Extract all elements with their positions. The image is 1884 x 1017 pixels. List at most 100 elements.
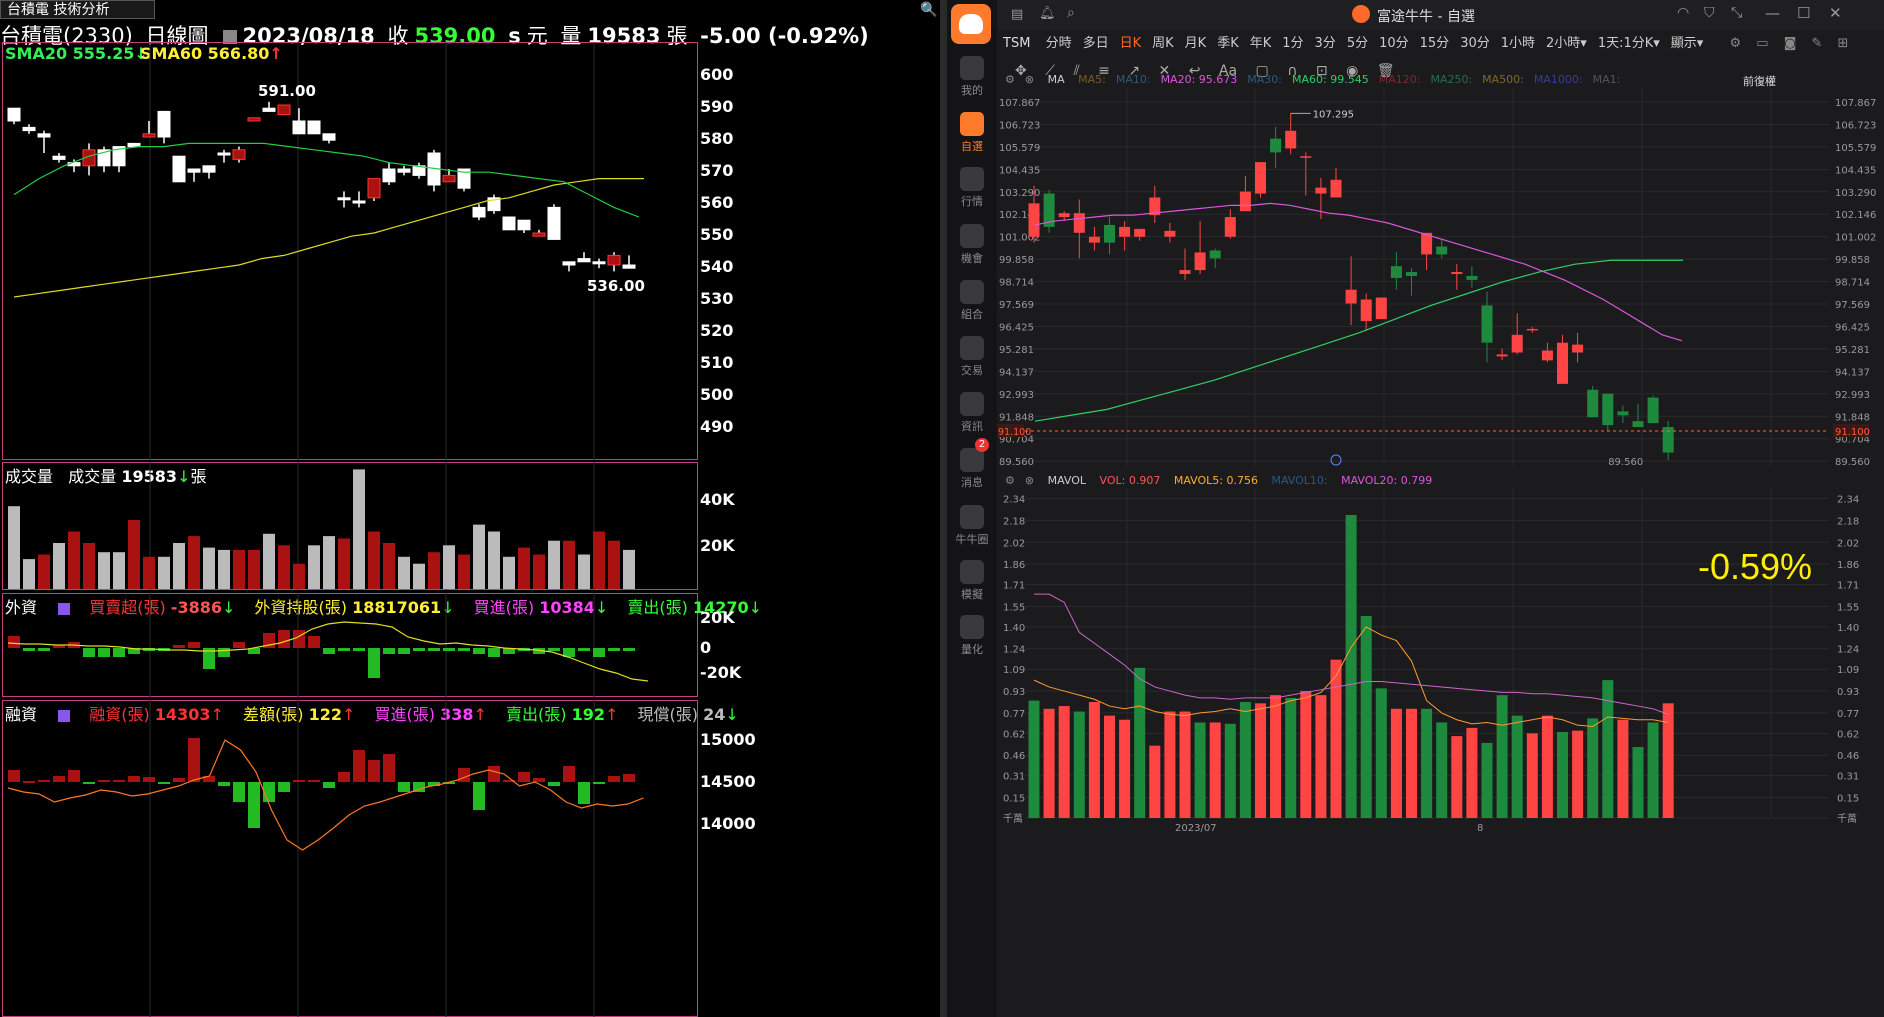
period-tab[interactable]: 10分 xyxy=(1379,36,1409,51)
price-axis-label-right: 103.290 xyxy=(1835,188,1876,199)
volume-panel[interactable] xyxy=(2,462,698,590)
menu-icon[interactable]: ▤ xyxy=(1011,7,1024,22)
ma-item[interactable]: MA1000: xyxy=(1533,73,1583,86)
us-candlestick-chart[interactable]: 107.867 107.867 106.723 106.723 105.579 105.5… xyxy=(997,88,1884,466)
comment-icon[interactable]: ▢ xyxy=(1255,63,1269,79)
volume-bar xyxy=(203,547,215,589)
window-shrink-icon[interactable]: ⤡ xyxy=(1731,5,1743,21)
maximize-icon[interactable]: ☐ xyxy=(1797,4,1811,22)
ma-item[interactable]: MA60: 99.545 xyxy=(1292,73,1369,86)
us-volume-chart[interactable]: 2.34 2.34 2.18 2.18 2.02 2.02 1.86 1.86 1.71 1.71… xyxy=(997,488,1884,834)
settings-icon[interactable]: ⚙ xyxy=(1005,73,1015,86)
headset-icon[interactable]: ◠ xyxy=(1677,5,1690,21)
candle-body xyxy=(622,264,636,269)
foreign-bar xyxy=(203,648,215,669)
arrow-tool-icon[interactable]: ↗ xyxy=(1128,63,1141,79)
fib-icon[interactable]: ≡ xyxy=(1098,63,1110,79)
period-tab[interactable]: 分時 xyxy=(1045,36,1072,51)
period-tab[interactable]: 周K xyxy=(1152,36,1174,51)
channel-icon[interactable]: ⫽ xyxy=(1073,63,1080,79)
period-tab[interactable]: 1分 xyxy=(1282,36,1304,51)
price-axis-label-left: 102.146 xyxy=(999,210,1040,221)
layout-icon[interactable]: ⊞ xyxy=(1837,36,1849,51)
foreign-bar xyxy=(383,648,395,654)
close-icon[interactable]: ✕ xyxy=(1829,4,1842,22)
period-tab[interactable]: 3分 xyxy=(1314,36,1336,51)
volume-bar xyxy=(533,554,545,589)
lock-icon[interactable]: ⊡ xyxy=(1315,63,1328,79)
period-tab[interactable]: 月K xyxy=(1184,36,1207,51)
close-icon[interactable]: ⊗ xyxy=(1024,474,1035,487)
list-icon[interactable] xyxy=(58,602,71,615)
volume-axis-label-left: 0.46 xyxy=(1003,751,1025,762)
margin-bar xyxy=(98,780,110,782)
sidebar-item-2[interactable]: 行情 xyxy=(947,167,997,209)
sidebar-item-3[interactable]: 機會 xyxy=(947,224,997,266)
period-tab[interactable]: 15分 xyxy=(1419,36,1450,51)
adjust-mode[interactable]: 前復權 xyxy=(1743,75,1776,88)
period-tab[interactable]: 季K xyxy=(1217,36,1239,51)
price-axis-label: 570 xyxy=(700,161,734,180)
window-divider[interactable] xyxy=(940,0,947,1017)
window-tab[interactable]: 台積電 技術分析 xyxy=(0,0,155,19)
sidebar-item-10[interactable]: 量化 xyxy=(947,615,997,657)
margin-legend: 融資 融資(張) 14303↑ 差額(張) 122↑ 買進(張) 338↑ 賣出… xyxy=(5,705,739,724)
period-dropdown-icon[interactable] xyxy=(222,30,237,44)
period-tab[interactable]: 日K xyxy=(1119,36,1142,51)
ma-item[interactable]: MA20: 95.673 xyxy=(1160,73,1238,86)
sidebar-item-0[interactable]: 我的 xyxy=(947,56,997,98)
magnet-icon[interactable]: ∩ xyxy=(1287,63,1298,79)
foreign-bar xyxy=(83,648,95,657)
undo-icon[interactable]: ↩ xyxy=(1188,63,1201,79)
minimize-icon[interactable]: — xyxy=(1765,4,1780,22)
eye-icon[interactable]: ◉ xyxy=(1346,63,1359,79)
period-tab[interactable]: 年K xyxy=(1249,36,1272,51)
shirt-icon[interactable]: ⛉ xyxy=(1704,5,1715,21)
zoom-icon[interactable]: 🔍 xyxy=(920,2,938,18)
ma-item[interactable]: MA250: xyxy=(1430,73,1473,86)
text-tool-icon[interactable]: Aa xyxy=(1218,63,1238,79)
nav-icon xyxy=(960,112,984,136)
sidebar-item-4[interactable]: 組合 xyxy=(947,280,997,322)
sidebar-item-9[interactable]: 模擬 xyxy=(947,560,997,602)
sidebar-item-5[interactable]: 交易 xyxy=(947,336,997,378)
period-tab[interactable]: 1小時 xyxy=(1500,36,1536,51)
crosshair-icon[interactable]: ✥ xyxy=(1015,63,1027,79)
bell-icon[interactable]: 🔔︎ xyxy=(1039,6,1056,21)
screen-icon[interactable]: ▭ xyxy=(1756,36,1769,51)
message-badge: 2 xyxy=(975,438,989,452)
period-tab[interactable]: 多日 xyxy=(1082,36,1109,51)
period-tab[interactable]: 1天:1分K▾ xyxy=(1597,36,1660,51)
cross-tool-icon[interactable]: ✕ xyxy=(1158,63,1171,79)
trendline-icon[interactable]: ⟋ xyxy=(1045,63,1055,79)
avatar[interactable] xyxy=(951,4,991,44)
ma-item[interactable]: MA10: xyxy=(1115,73,1151,86)
sidebar-item-8[interactable]: 牛牛圈 xyxy=(947,505,997,547)
list-icon[interactable] xyxy=(58,709,71,722)
ma-item[interactable]: MA5: xyxy=(1078,73,1106,86)
camera-icon[interactable]: ◙ xyxy=(1783,36,1797,51)
trash-icon[interactable]: 🗑︎ xyxy=(1376,63,1395,79)
search-icon[interactable]: ⌕ xyxy=(1067,5,1075,21)
pen-icon[interactable]: ✎ xyxy=(1811,36,1823,51)
sidebar-item-label: 模擬 xyxy=(961,588,983,601)
volume-bar xyxy=(278,545,290,589)
close-icon[interactable]: ⊗ xyxy=(1024,73,1035,86)
period-tab[interactable]: 30分 xyxy=(1460,36,1490,51)
sidebar-item-6[interactable]: 資訊 xyxy=(947,392,997,434)
ma-item[interactable]: MA1: xyxy=(1592,73,1621,86)
sidebar-item-1[interactable]: 自選 xyxy=(947,112,997,154)
settings-icon[interactable]: ⚙ xyxy=(1005,474,1015,487)
period-tab[interactable]: 2小時▾ xyxy=(1546,36,1587,51)
period-tab[interactable]: 顯示▾ xyxy=(1670,36,1704,51)
price-panel[interactable] xyxy=(2,42,698,460)
sidebar-item-7[interactable]: 消息 xyxy=(947,448,997,490)
foreign-panel[interactable] xyxy=(2,593,698,697)
settings-icon[interactable]: ⚙ xyxy=(1729,36,1742,51)
volume-bar xyxy=(1602,680,1614,818)
ma-item[interactable]: MA120: xyxy=(1378,73,1421,86)
ma-item[interactable]: MA500: xyxy=(1482,73,1524,86)
ma-item[interactable]: MA30: xyxy=(1247,73,1282,86)
period-tab[interactable]: 5分 xyxy=(1346,36,1369,51)
foreign-bar xyxy=(8,636,20,648)
